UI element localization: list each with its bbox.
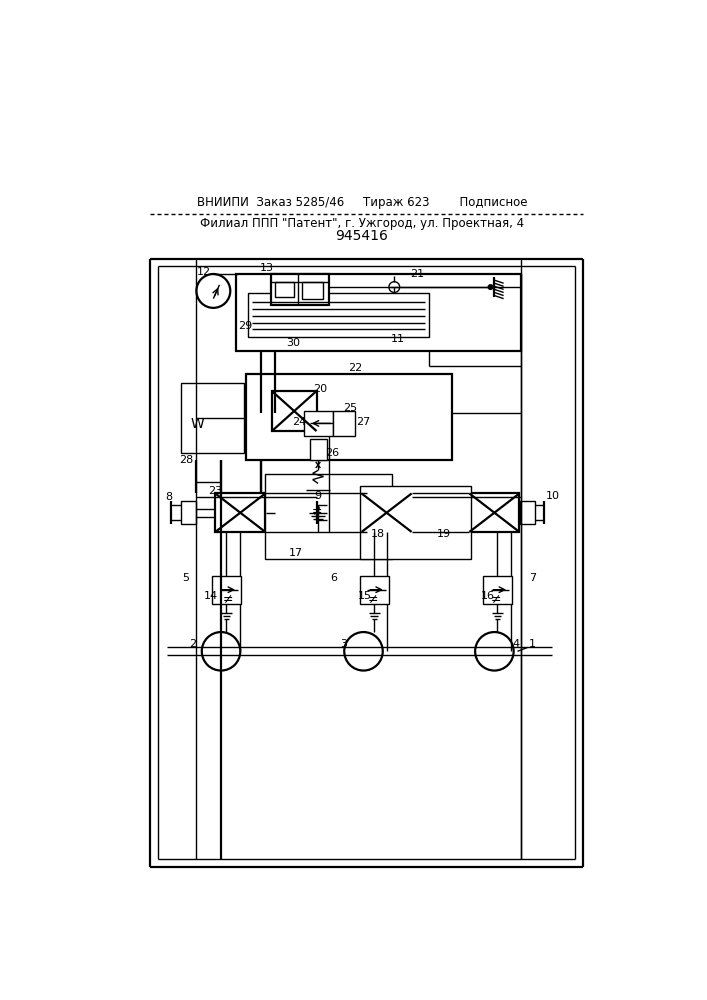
Bar xyxy=(361,493,411,532)
Bar xyxy=(181,501,197,524)
Circle shape xyxy=(201,632,240,671)
Text: 13: 13 xyxy=(259,263,274,273)
Text: 26: 26 xyxy=(325,448,339,458)
Text: 28: 28 xyxy=(179,455,193,465)
Text: 25: 25 xyxy=(343,403,357,413)
Text: ≠: ≠ xyxy=(223,592,233,605)
Text: 16: 16 xyxy=(481,591,496,601)
Bar xyxy=(248,293,429,337)
Text: 22: 22 xyxy=(348,363,363,373)
Bar xyxy=(181,383,244,453)
Text: 1: 1 xyxy=(529,639,536,649)
Bar xyxy=(212,576,241,604)
Circle shape xyxy=(197,274,230,308)
Text: 3: 3 xyxy=(340,639,347,649)
Bar xyxy=(520,501,535,524)
Text: 21: 21 xyxy=(409,269,423,279)
Circle shape xyxy=(489,285,493,289)
Bar xyxy=(304,411,334,436)
Text: ≠: ≠ xyxy=(491,592,501,605)
Text: ≠: ≠ xyxy=(368,592,378,605)
Text: 20: 20 xyxy=(313,384,327,394)
Text: 4: 4 xyxy=(512,639,519,649)
Bar xyxy=(360,576,389,604)
Bar xyxy=(246,374,452,460)
Bar xyxy=(215,493,265,532)
Text: 29: 29 xyxy=(238,321,252,331)
Bar xyxy=(236,274,521,351)
Bar xyxy=(272,391,317,431)
Bar xyxy=(271,274,329,305)
Text: 2: 2 xyxy=(189,639,196,649)
Text: 19: 19 xyxy=(437,529,451,539)
Text: 24: 24 xyxy=(292,417,306,427)
Text: 11: 11 xyxy=(390,334,404,344)
Text: 9: 9 xyxy=(314,491,322,501)
Text: ВНИИПИ  Заказ 5285/46     Тираж 623        Подписное: ВНИИПИ Заказ 5285/46 Тираж 623 Подписное xyxy=(197,196,527,209)
Text: 8: 8 xyxy=(165,492,172,502)
Text: 23: 23 xyxy=(208,486,222,496)
Text: 945416: 945416 xyxy=(336,229,388,242)
Bar xyxy=(469,493,520,532)
Bar xyxy=(327,501,343,524)
Bar xyxy=(302,282,324,299)
Bar xyxy=(305,478,330,505)
Text: 27: 27 xyxy=(356,417,370,427)
Text: 14: 14 xyxy=(204,591,218,601)
Bar xyxy=(483,576,512,604)
Text: 18: 18 xyxy=(371,529,385,539)
Text: 5: 5 xyxy=(182,573,189,583)
Text: ≠: ≠ xyxy=(312,504,322,517)
Circle shape xyxy=(389,282,399,292)
Text: 6: 6 xyxy=(330,573,337,583)
Circle shape xyxy=(344,632,382,671)
Text: Филиал ППП "Патент", г. Ужгород, ул. Проектная, 4: Филиал ППП "Патент", г. Ужгород, ул. Про… xyxy=(200,217,524,230)
Bar xyxy=(334,411,355,436)
Text: 12: 12 xyxy=(197,267,211,277)
Bar xyxy=(275,282,294,297)
Text: W: W xyxy=(190,417,204,431)
Bar xyxy=(360,486,472,559)
Bar xyxy=(265,474,392,559)
Circle shape xyxy=(475,632,514,671)
Text: 17: 17 xyxy=(288,548,303,558)
Text: 15: 15 xyxy=(358,591,372,601)
Text: 30: 30 xyxy=(286,338,300,348)
Bar xyxy=(310,439,327,460)
Text: 7: 7 xyxy=(529,573,536,583)
Text: 10: 10 xyxy=(546,491,560,501)
